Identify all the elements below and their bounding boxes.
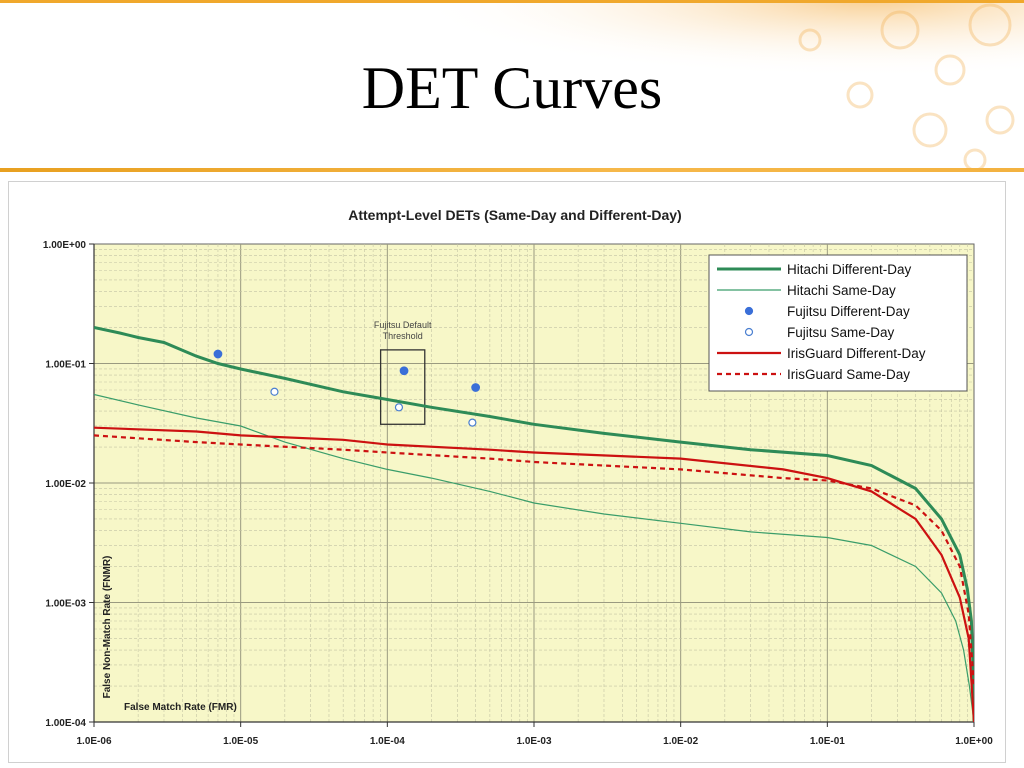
series-line [94, 426, 974, 722]
legend-label: Hitachi Different-Day [787, 262, 912, 277]
data-point [468, 418, 477, 427]
legend-box [708, 254, 968, 392]
data-point [213, 349, 223, 359]
x-tick-label: 1.0E-06 [76, 736, 111, 747]
threshold-box [379, 349, 426, 425]
det-chart: Attempt-Level DETs (Same-Day and Differe… [43, 207, 993, 747]
legend: Hitachi Different-Day Hitachi Same-Day Fuj… [708, 254, 968, 392]
y-tick-label: 1.00E-01 [45, 360, 86, 371]
data-point [471, 383, 481, 392]
legend-label: Fujitsu Different-Day [787, 304, 910, 319]
data-point [270, 387, 279, 396]
legend-marker [744, 306, 754, 316]
series-2 [213, 349, 481, 392]
x-tick-label: 1.0E-01 [810, 736, 845, 747]
grid-lines [93, 244, 974, 723]
legend-label: IrisGuard Same-Day [787, 367, 910, 382]
y-axis-label: False Non-Match Rate (FNMR) [102, 556, 113, 699]
chart-frame: Attempt-Level DETs (Same-Day and Differe… [8, 181, 1006, 763]
chart-title: Attempt-Level DETs (Same-Day and Differe… [348, 207, 681, 223]
series-line [94, 326, 974, 722]
legend-marker [744, 327, 754, 337]
x-tick-label: 1.0E-03 [516, 736, 551, 747]
x-tick-label: 1.0E-02 [663, 736, 698, 747]
threshold-label-line: Fujitsu Default [374, 320, 432, 330]
series-4 [94, 426, 974, 722]
series-5 [94, 434, 974, 687]
series-line [94, 393, 974, 722]
legend-label: IrisGuard Different-Day [787, 346, 926, 361]
y-tick-label: 1.00E-02 [45, 479, 86, 490]
threshold-label-line: Threshold [383, 331, 423, 341]
x-tick-label: 1.0E+00 [955, 736, 993, 747]
y-tick-label: 1.00E-03 [45, 599, 86, 610]
x-axis-label: False Match Rate (FMR) [124, 702, 237, 713]
y-tick-label: 1.00E+00 [43, 240, 87, 251]
legend-label: Hitachi Same-Day [787, 283, 896, 298]
x-tick-label: 1.0E-04 [370, 736, 405, 747]
series-line [94, 434, 974, 687]
data-point [394, 403, 404, 412]
series-1 [94, 393, 974, 722]
y-tick-label: 1.00E-04 [45, 718, 86, 729]
legend-label: Fujitsu Same-Day [787, 325, 895, 340]
title-divider [0, 168, 1024, 172]
data-point [399, 366, 409, 376]
series-0 [94, 326, 974, 722]
slide-title: DET Curves [361, 55, 663, 121]
x-tick-label: 1.0E-05 [223, 736, 258, 747]
series-3 [270, 387, 477, 427]
